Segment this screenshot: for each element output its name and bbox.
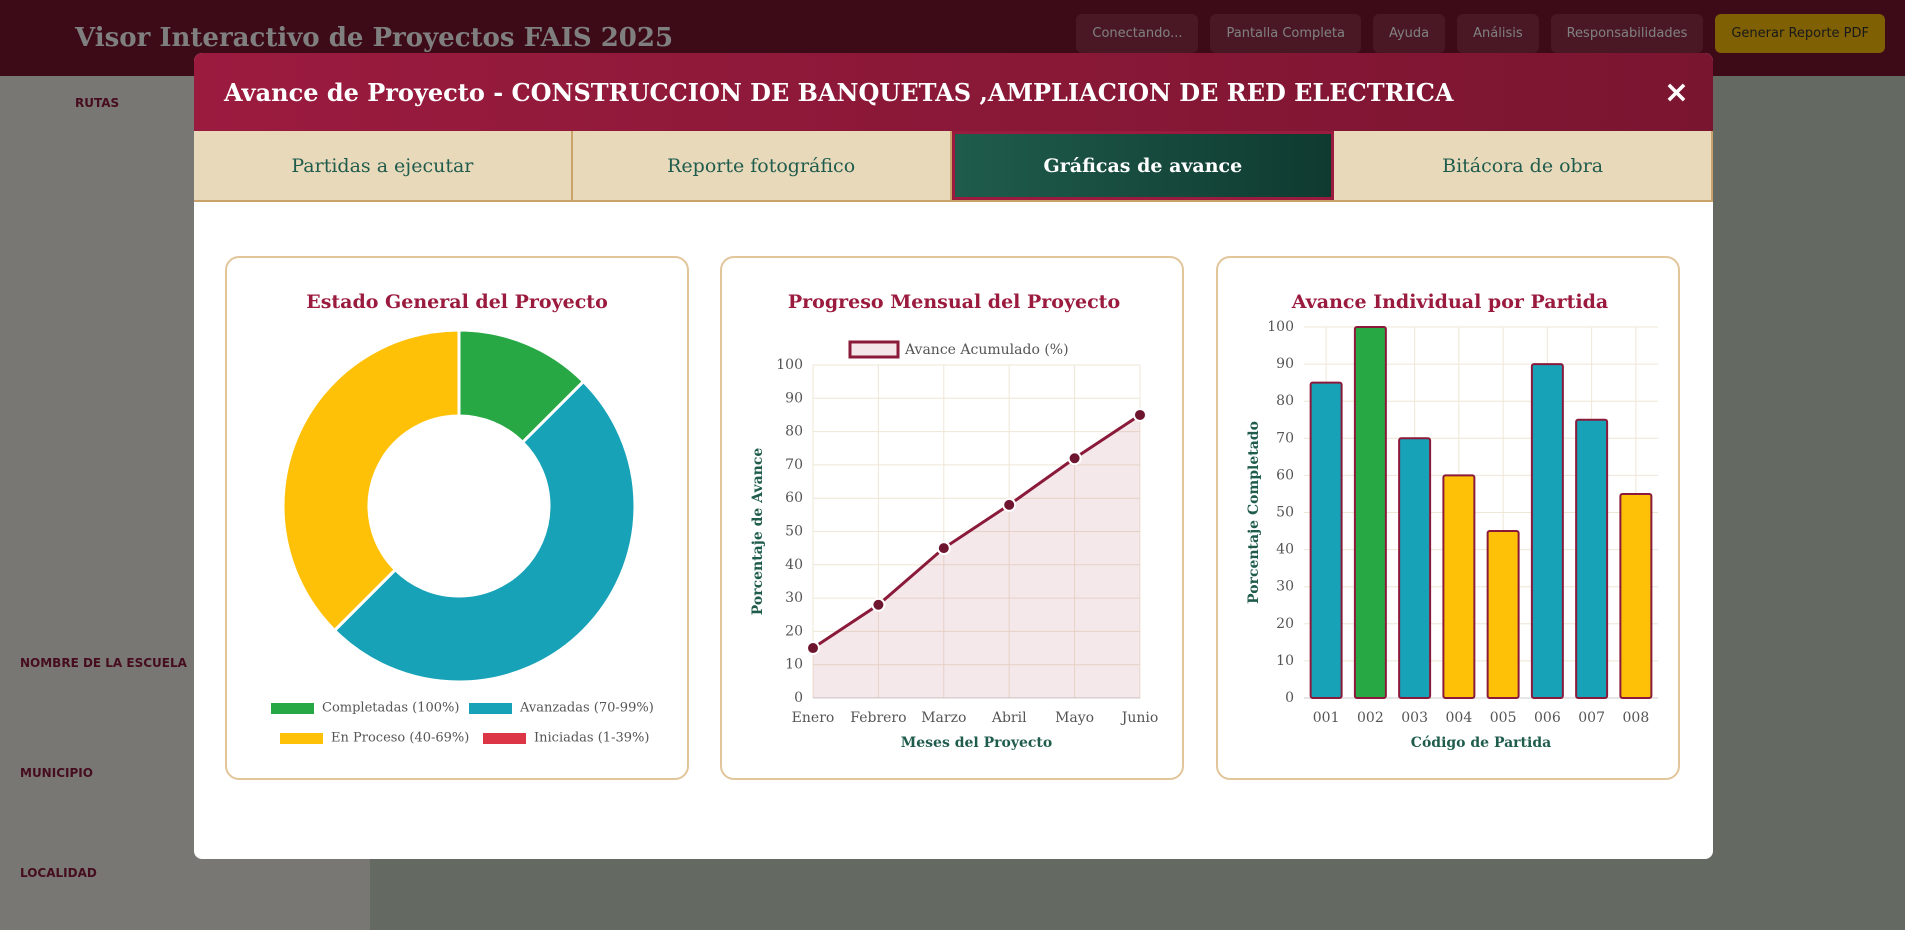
bar <box>1486 530 1520 699</box>
chart-title: Estado General del Proyecto <box>306 291 608 313</box>
chart: Progreso Mensual del Proyecto 0 10 20 30 40 50… <box>750 291 1159 751</box>
legend-label: Iniciadas (1-39%) <box>534 731 649 746</box>
bar <box>1353 326 1387 699</box>
bar <box>1442 474 1476 699</box>
y-tick-label: 50 <box>1276 505 1294 521</box>
y-tick-label: 10 <box>785 657 803 673</box>
chart: Avance Individual por Partida 0 10 20 30 40 50… <box>1246 291 1658 751</box>
chart-title: Progreso Mensual del Proyecto <box>788 291 1120 313</box>
point <box>1067 451 1082 466</box>
legend-label: Avance Acumulado (%) <box>904 342 1069 358</box>
x-tick-label: 006 <box>1534 710 1561 726</box>
y-tick-label: 10 <box>1276 653 1294 669</box>
x-axis-title: Código de Partida <box>1411 735 1551 751</box>
legend-label: Avanzadas (70-99%) <box>519 701 654 716</box>
tab[interactable]: Gráficas de avance <box>951 131 1335 200</box>
bar <box>1619 492 1653 699</box>
chart-card: Estado General del Proyecto Completadas (… <box>225 256 689 780</box>
x-tick-label: 004 <box>1446 710 1473 726</box>
point <box>936 541 951 556</box>
y-tick-label: 20 <box>785 623 803 639</box>
point <box>1133 407 1147 422</box>
chart-card: Avance Individual por Partida 0 10 20 30 40 50… <box>1216 256 1680 780</box>
y-tick-label: 0 <box>1285 690 1294 706</box>
legend-swatch <box>469 703 512 714</box>
modal-header: Avance de Proyecto - CONSTRUCCION DE BAN… <box>194 53 1713 131</box>
legend-label: En Proceso (40-69%) <box>331 731 469 746</box>
y-tick-label: 100 <box>1267 319 1294 335</box>
x-tick-label: 007 <box>1578 710 1605 726</box>
bar <box>1575 418 1609 699</box>
chart-card: Progreso Mensual del Proyecto 0 10 20 30 40 50… <box>720 256 1184 780</box>
tab[interactable]: Partidas a ejecutar <box>194 131 573 200</box>
tab[interactable]: Bitácora de obra <box>1334 131 1713 200</box>
y-axis-title: Porcentaje Completado <box>1246 421 1262 604</box>
x-tick-label: Febrero <box>850 710 906 726</box>
point <box>806 641 820 656</box>
x-tick-label: Junio <box>1120 710 1159 726</box>
x-axis-title: Meses del Proyecto <box>901 735 1052 751</box>
legend-swatch <box>280 733 323 744</box>
y-tick-label: 20 <box>1276 616 1294 632</box>
legend-swatch <box>483 733 526 744</box>
x-tick-label: Abril <box>991 710 1027 726</box>
slice <box>281 328 461 633</box>
tab[interactable]: Reporte fotográfico <box>573 131 952 200</box>
x-tick-label: 003 <box>1401 710 1428 726</box>
modal: Avance de Proyecto - CONSTRUCCION DE BAN… <box>194 53 1713 859</box>
bar <box>1398 437 1432 700</box>
y-tick-label: 70 <box>1276 430 1294 446</box>
y-tick-label: 90 <box>785 390 803 406</box>
modal-title: Avance de Proyecto - CONSTRUCCION DE BAN… <box>224 77 1454 107</box>
chart: Estado General del Proyecto Completadas (… <box>271 291 654 746</box>
close-button[interactable]: × <box>1663 74 1689 110</box>
x-tick-label: Mayo <box>1055 710 1094 726</box>
y-tick-label: 40 <box>1276 542 1294 558</box>
area <box>813 414 1140 698</box>
y-tick-label: 30 <box>1276 579 1294 595</box>
slice <box>332 379 637 684</box>
legend-swatch <box>848 340 900 359</box>
legend-label: Completadas (100%) <box>322 701 459 716</box>
bar <box>1309 381 1343 700</box>
x-tick-label: 002 <box>1357 710 1384 726</box>
bar <box>1530 363 1564 699</box>
tab-bar: Partidas a ejecutar Reporte fotográfico Gr… <box>194 131 1713 202</box>
y-tick-label: 60 <box>1276 467 1294 483</box>
y-tick-label: 40 <box>785 557 803 573</box>
y-tick-label: 100 <box>776 357 803 373</box>
x-tick-label: 008 <box>1623 710 1650 726</box>
line <box>812 413 1141 650</box>
x-tick-label: 001 <box>1313 710 1340 726</box>
y-tick-label: 70 <box>785 457 803 473</box>
x-tick-label: Enero <box>792 710 835 726</box>
y-tick-label: 50 <box>785 524 803 540</box>
point <box>871 597 886 612</box>
y-tick-label: 80 <box>785 424 803 440</box>
x-tick-label: Marzo <box>921 710 966 726</box>
point <box>1002 497 1017 512</box>
y-tick-label: 60 <box>785 490 803 506</box>
y-tick-label: 30 <box>785 590 803 606</box>
chart-title: Avance Individual por Partida <box>1291 291 1608 313</box>
y-tick-label: 0 <box>794 690 803 706</box>
x-tick-label: 005 <box>1490 710 1517 726</box>
y-tick-label: 90 <box>1276 356 1294 372</box>
legend-swatch <box>271 703 314 714</box>
y-axis-title: Porcentaje de Avance <box>750 448 766 616</box>
y-tick-label: 80 <box>1276 393 1294 409</box>
